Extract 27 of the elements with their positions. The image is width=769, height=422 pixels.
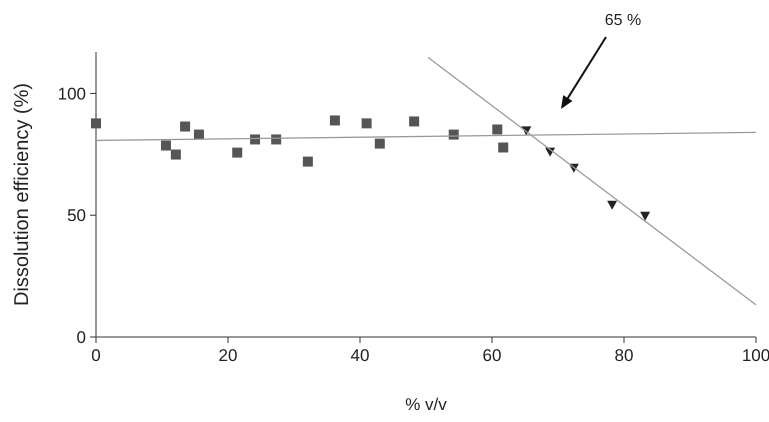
x-axis-title: % v/v <box>405 395 448 414</box>
point <box>607 200 618 210</box>
point <box>160 140 171 151</box>
y-tick-label: 100 <box>58 84 86 104</box>
point <box>640 212 650 221</box>
text: 65 % <box>604 12 642 29</box>
point <box>302 156 313 167</box>
point <box>362 118 372 128</box>
point <box>374 138 385 149</box>
y-axis-title: Dissolution efficiency (%) <box>11 82 33 306</box>
point <box>250 134 260 144</box>
x-tick-label: 20 <box>218 346 238 365</box>
x-tick-label: 60 <box>482 346 502 365</box>
y-tick-label: 50 <box>67 206 86 226</box>
point <box>91 118 101 128</box>
point <box>330 115 340 126</box>
x-tick-label: 0 <box>91 346 101 365</box>
point <box>232 148 242 158</box>
point <box>498 142 508 152</box>
point <box>180 122 190 132</box>
point <box>492 124 502 134</box>
point <box>170 150 181 160</box>
x-tick-label: 80 <box>614 346 634 365</box>
point <box>194 130 204 140</box>
point <box>409 116 420 126</box>
y-tick-label: 0 <box>76 328 86 347</box>
x-tick-label: 40 <box>350 346 370 365</box>
